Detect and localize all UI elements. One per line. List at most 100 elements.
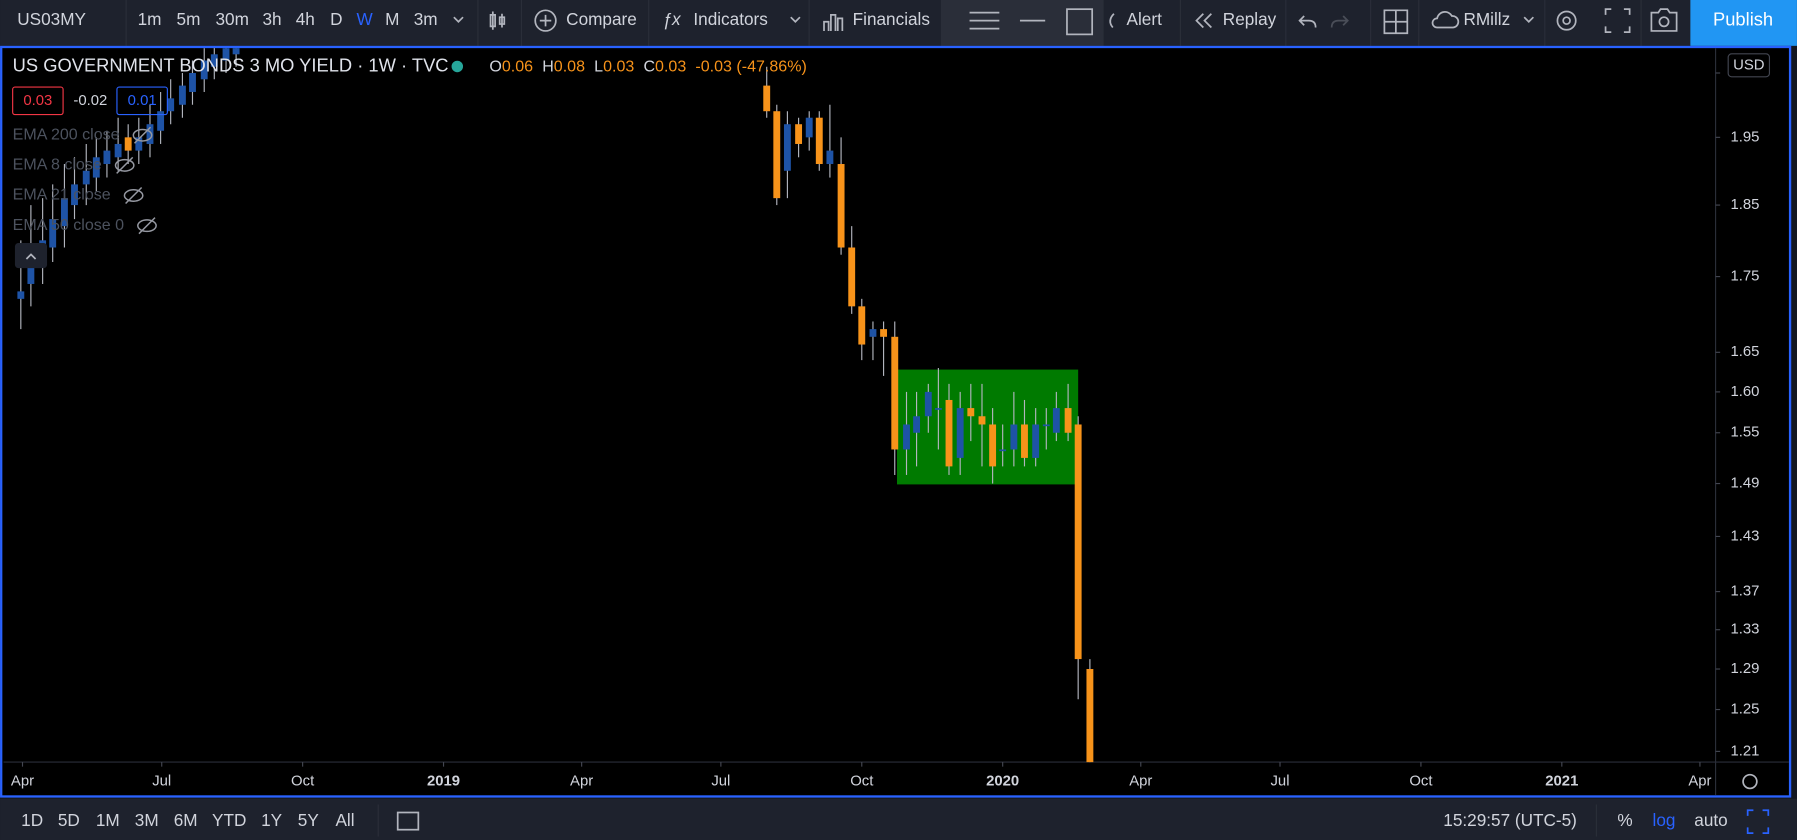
range-button[interactable]: YTD	[212, 810, 246, 830]
cloud-icon[interactable]	[1431, 11, 1460, 29]
range-button[interactable]: 5D	[58, 810, 80, 830]
snapshot-button[interactable]	[1650, 8, 1678, 32]
log-toggle[interactable]: log	[1653, 810, 1676, 830]
interval-button[interactable]: M	[385, 9, 399, 29]
range-button[interactable]: 1D	[21, 810, 43, 830]
indicators-button[interactable]: Indicators	[693, 9, 767, 29]
hidden-slash[interactable]	[133, 126, 152, 144]
ohlc-values: O0.06 H0.08 L0.03 C0.03 -0.03 (-47.86%)	[489, 58, 806, 76]
compare-icon[interactable]	[534, 9, 557, 32]
range-button[interactable]: 1M	[96, 810, 120, 830]
rect-tool[interactable]	[1066, 8, 1094, 36]
range-button[interactable]: 5Y	[298, 810, 320, 830]
candle-body	[783, 124, 791, 171]
replay-icon[interactable]	[1195, 13, 1212, 29]
candle-body	[967, 408, 975, 417]
candle-body	[222, 48, 230, 61]
redo-button[interactable]	[1330, 15, 1349, 28]
undo-button[interactable]	[1298, 15, 1317, 28]
candle-body	[71, 184, 78, 206]
lines-tool[interactable]	[969, 11, 1000, 30]
candle-body	[924, 391, 932, 417]
range-button[interactable]: All	[335, 810, 354, 830]
alert-button[interactable]: Alert	[1127, 9, 1163, 29]
interval-button[interactable]: 30m	[215, 9, 248, 29]
y-tick-label: 1.55	[1730, 425, 1759, 441]
financials-icon[interactable]	[823, 14, 844, 31]
y-tick-label: 1.65	[1730, 344, 1759, 360]
fullscreen-button[interactable]	[1604, 8, 1631, 33]
interval-button[interactable]: 3h	[262, 9, 281, 29]
user-menu[interactable]	[1523, 16, 1534, 23]
indicators-icon[interactable]: ƒx	[662, 9, 682, 29]
hidden-icon[interactable]	[123, 189, 144, 202]
replay-button[interactable]: Replay	[1223, 9, 1277, 29]
candle-body	[135, 137, 143, 151]
publish-label[interactable]: Publish	[1713, 8, 1773, 29]
value-text: 0.01	[128, 93, 157, 109]
hidden-slash[interactable]	[125, 186, 143, 205]
publish-button[interactable]	[1690, 0, 1797, 46]
interval-button[interactable]: W	[356, 9, 373, 29]
candle-body	[903, 424, 910, 450]
hidden-icon[interactable]	[137, 219, 157, 233]
candle-body	[167, 98, 175, 112]
y-tick-label: 1.49	[1730, 475, 1759, 491]
symbol[interactable]: US03MY	[17, 9, 86, 29]
layout-button[interactable]	[1383, 9, 1409, 35]
candle-body	[1032, 424, 1040, 458]
collapse-icon[interactable]	[25, 253, 37, 260]
indicators-menu[interactable]	[790, 16, 801, 23]
interval-button[interactable]: 1m	[138, 9, 162, 29]
candle-body	[92, 157, 100, 178]
percent-toggle[interactable]: %	[1617, 810, 1632, 830]
y-tick-label: 1.95	[1730, 129, 1759, 145]
candle-body	[805, 117, 813, 138]
indicator-list: EMA 200 close EMA 8 close EMA 21 close EMA …	[13, 125, 157, 235]
candle-body	[1064, 408, 1072, 433]
interval-menu[interactable]	[453, 16, 464, 23]
y-tick-label: 1.85	[1730, 197, 1759, 213]
candle-body	[795, 124, 803, 144]
auto-toggle[interactable]: auto	[1694, 810, 1727, 830]
hidden-slash[interactable]	[138, 217, 156, 235]
y-tick-label: 1.37	[1730, 584, 1759, 600]
ohlc-value: 0.03	[655, 58, 686, 76]
candle-body	[1086, 669, 1094, 763]
value-text: 0.03	[23, 93, 52, 109]
candle-body	[858, 306, 866, 345]
candle-body	[913, 416, 921, 433]
interval-button[interactable]: 4h	[296, 9, 315, 29]
bottom-toolbar	[0, 798, 1797, 840]
auto-fit[interactable]	[1746, 809, 1770, 834]
value-badge	[12, 86, 64, 116]
financials-button[interactable]: Financials	[853, 9, 930, 29]
hidden-icon[interactable]	[132, 128, 153, 142]
candle-body	[773, 111, 781, 199]
range-button[interactable]: 6M	[174, 810, 198, 830]
hidden-icon[interactable]	[114, 158, 135, 172]
user-button[interactable]: RMillz	[1463, 9, 1510, 29]
chart-type-icon[interactable]	[489, 11, 506, 30]
candle-body	[934, 408, 942, 410]
settings-button[interactable]	[1556, 10, 1577, 31]
interval-button[interactable]: 3m	[414, 9, 438, 29]
ohlc-label: O	[489, 58, 501, 76]
currency-label[interactable]: USD	[1733, 57, 1765, 73]
goto-date[interactable]	[396, 811, 420, 831]
compare-button[interactable]: Compare	[566, 9, 637, 29]
interval-button[interactable]: D	[330, 9, 342, 29]
axis-settings[interactable]	[1742, 773, 1758, 790]
x-tick-label: Apr	[11, 773, 34, 789]
range-button[interactable]: 3M	[135, 810, 159, 830]
interval-button[interactable]: 5m	[177, 9, 201, 29]
indicator-name: EMA 8 close	[13, 156, 102, 174]
indicator-values: 0.03 -0.02 0.01	[12, 86, 168, 116]
currency-badge[interactable]	[1727, 53, 1771, 78]
x-tick-label: Oct	[291, 773, 315, 789]
hidden-slash[interactable]	[116, 156, 134, 174]
range-button[interactable]: 1Y	[261, 810, 283, 830]
x-tick-label: Oct	[850, 773, 874, 789]
alert-icon[interactable]	[1109, 13, 1115, 29]
indicator-name: EMA 21 close	[13, 186, 111, 204]
